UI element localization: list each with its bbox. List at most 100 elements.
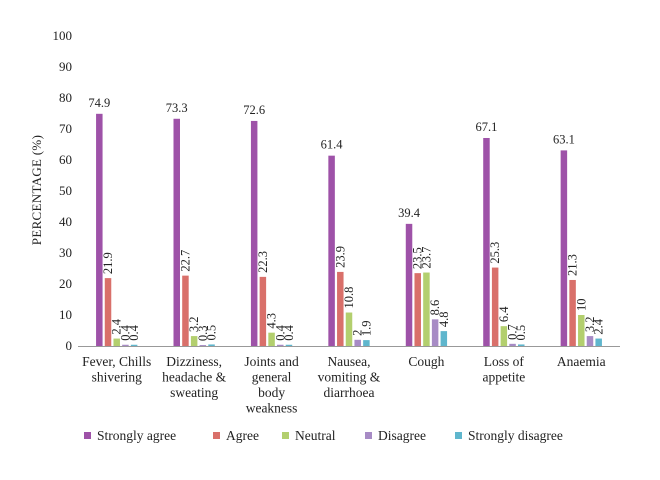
data-label: 0.4: [282, 324, 296, 340]
y-axis-title: PERCENTAGE (%): [29, 135, 44, 245]
legend-label: Neutral: [295, 428, 336, 443]
category-label: Cough: [408, 354, 444, 369]
data-label: 4.8: [437, 311, 451, 327]
bar: [354, 339, 361, 346]
bar: [328, 155, 335, 346]
data-label: 22.7: [178, 250, 192, 272]
bar: [363, 340, 370, 346]
legend-swatch: [455, 432, 462, 439]
legend-swatch: [84, 432, 91, 439]
bar: [560, 150, 568, 346]
bar: [569, 279, 576, 346]
data-label: 0.4: [273, 324, 287, 340]
legend-label: Disagree: [378, 428, 426, 443]
y-tick-label: 50: [59, 183, 72, 198]
bar: [345, 312, 353, 346]
y-tick-label: 90: [59, 59, 72, 74]
legend-label: Agree: [226, 428, 259, 443]
data-label: 74.9: [88, 96, 110, 110]
y-tick-label: 30: [59, 245, 72, 260]
bar: [440, 331, 448, 346]
legend-swatch: [365, 432, 372, 439]
y-axis-ticks: 0 10 20 30 40 50 60 70 80 90 100: [53, 28, 73, 353]
y-tick-label: 20: [59, 276, 72, 291]
bar: [250, 120, 258, 346]
bar: [182, 275, 189, 346]
data-label: 61.4: [321, 138, 344, 152]
data-label: 3.2: [583, 316, 597, 332]
data-labels: 74.921.92.40.40.473.322.73.20.30.572.622…: [88, 96, 605, 341]
data-label: 63.1: [553, 132, 575, 146]
bar: [595, 338, 602, 346]
data-label: 4.3: [265, 313, 279, 329]
category-label: general: [252, 370, 292, 385]
bar: [500, 326, 508, 346]
category-label: Fever, Chills: [82, 354, 151, 369]
data-label: 2.4: [110, 318, 124, 334]
bars: [96, 113, 602, 347]
legend: Strongly agree Agree Neutral Disagree Strong…: [84, 428, 563, 443]
data-label: 72.6: [243, 103, 265, 117]
data-label: 39.4: [398, 206, 421, 220]
bar: [208, 344, 215, 346]
bar: [337, 271, 344, 346]
category-label: Dizziness,: [166, 354, 222, 369]
y-tick-label: 0: [66, 338, 73, 353]
y-tick-label: 10: [59, 307, 72, 322]
bar: [491, 267, 499, 346]
bar: [190, 336, 198, 346]
category-label: body: [258, 385, 285, 400]
data-label: 23.7: [419, 247, 433, 269]
bar: [483, 137, 490, 346]
bar: [586, 336, 594, 346]
y-tick-label: 60: [59, 152, 72, 167]
bar: [518, 344, 525, 346]
category-label: diarrhoea: [324, 385, 375, 400]
y-tick-label: 70: [59, 121, 72, 136]
category-label: weakness: [246, 401, 298, 416]
bar: [259, 276, 267, 346]
bar: [173, 118, 180, 347]
category-label: vomiting &: [318, 370, 381, 385]
data-label: 0.5: [514, 325, 528, 341]
data-label: 1.9: [359, 320, 373, 336]
data-label: 8.6: [428, 300, 442, 316]
bar: [122, 344, 129, 346]
data-label: 25.3: [488, 242, 502, 264]
data-label: 0.5: [205, 325, 219, 341]
bar: [130, 344, 138, 346]
bar: [199, 345, 207, 346]
legend-label: Strongly disagree: [468, 428, 563, 443]
data-label: 21.9: [101, 252, 115, 274]
data-label: 2: [351, 330, 365, 336]
data-label: 0.3: [196, 325, 210, 341]
legend-swatch: [213, 432, 220, 439]
category-label: appetite: [482, 370, 525, 385]
category-label: Joints and: [244, 354, 299, 369]
data-label: 6.4: [497, 306, 511, 322]
legend-label: Strongly agree: [97, 428, 176, 443]
data-label: 0.7: [506, 324, 520, 340]
data-label: 0.4: [127, 324, 141, 340]
data-label: 10: [574, 299, 588, 312]
data-label: 3.2: [187, 316, 201, 332]
data-label: 2.4: [592, 318, 606, 334]
bar: [104, 278, 112, 346]
bar: [277, 344, 284, 346]
bar: [96, 113, 103, 346]
legend-swatch: [282, 432, 289, 439]
data-label: 23.5: [411, 247, 425, 269]
category-label: headache &: [162, 370, 227, 385]
bar: [414, 273, 421, 346]
data-label: 0.4: [118, 324, 132, 340]
category-label: Loss of: [484, 354, 525, 369]
bar: [113, 338, 120, 346]
data-label: 10.8: [342, 287, 356, 309]
category-label: Nausea,: [327, 354, 370, 369]
data-label: 23.9: [333, 246, 347, 268]
data-label: 67.1: [476, 120, 498, 134]
bar: [578, 315, 585, 346]
category-label: Anaemia: [557, 354, 606, 369]
